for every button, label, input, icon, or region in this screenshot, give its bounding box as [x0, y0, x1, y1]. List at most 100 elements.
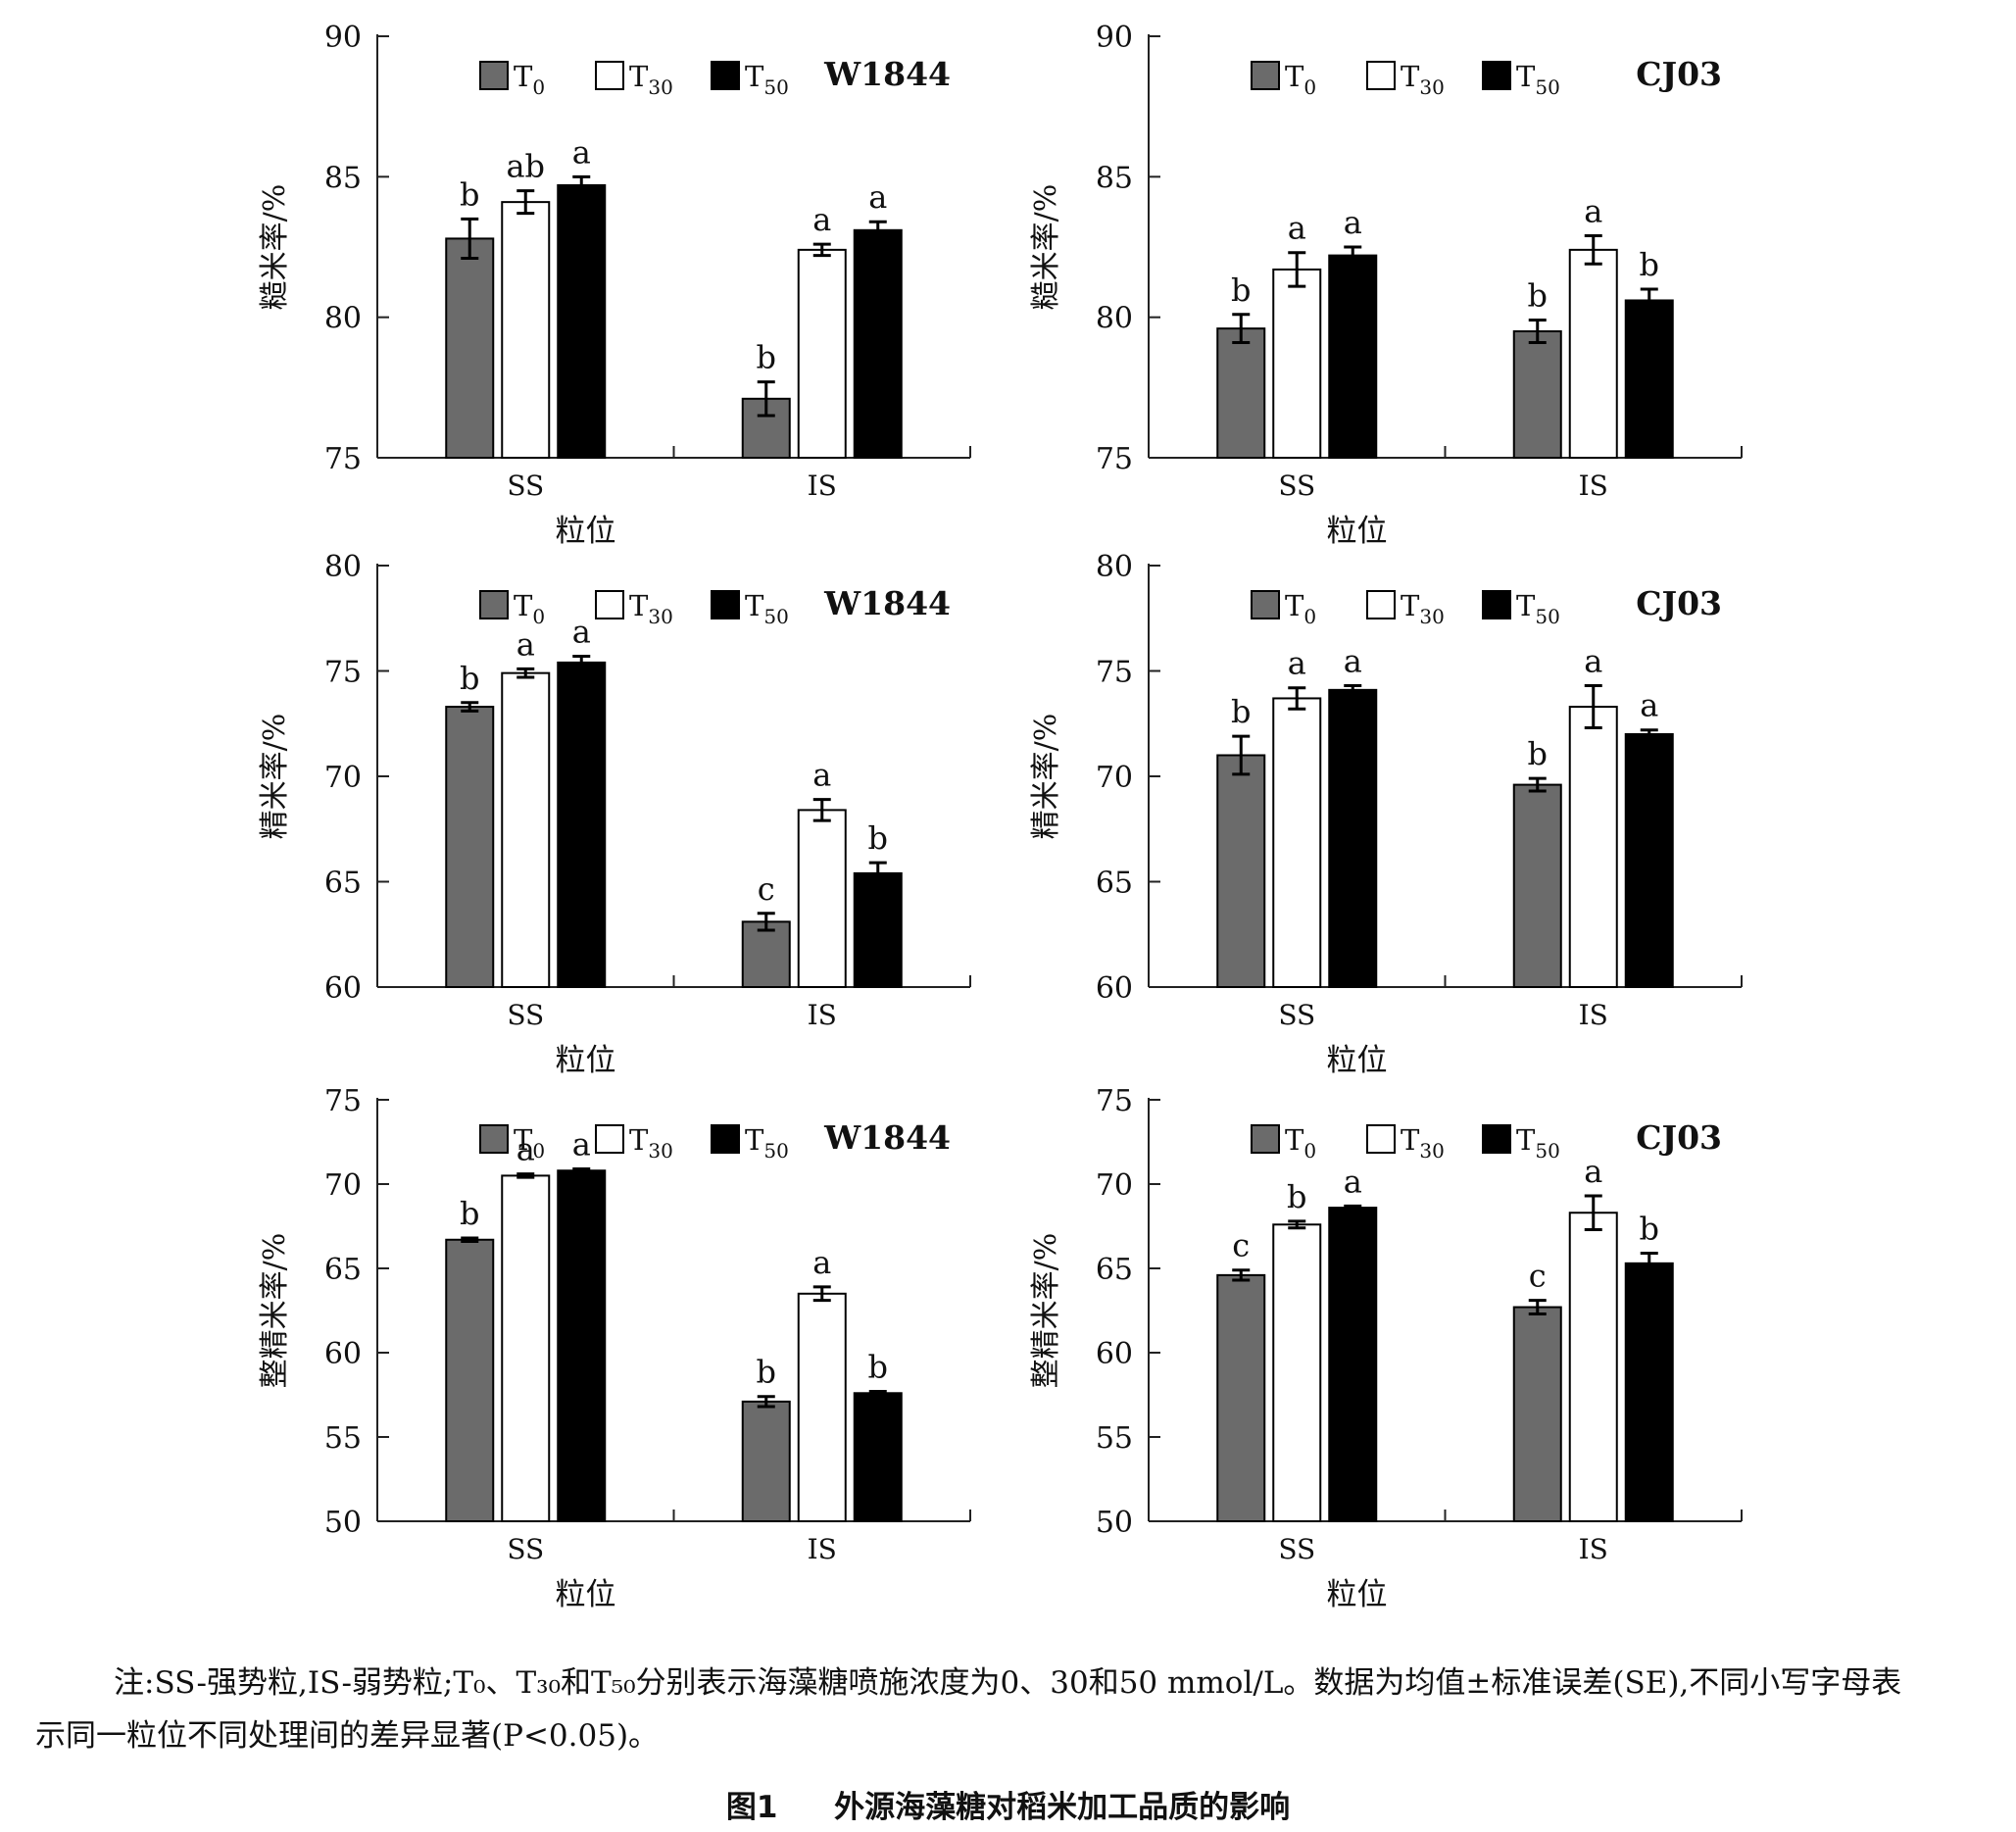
bar-T30-IS — [797, 809, 847, 989]
bar-T50-IS — [853, 871, 903, 989]
legend-label-T50: T50 — [1516, 1123, 1560, 1163]
y-axis-title: 糙米率/% — [1029, 184, 1063, 311]
bar-T30-SS — [501, 201, 551, 459]
bar-T50-SS — [557, 1169, 607, 1522]
significance-letter: a — [516, 625, 535, 663]
y-tick-label: 75 — [324, 656, 362, 690]
bar-T50-IS — [1624, 733, 1674, 988]
y-tick-label: 65 — [1096, 1253, 1133, 1287]
legend-swatch-T0 — [1251, 590, 1280, 619]
figure-number: 图1 — [725, 1790, 778, 1825]
bar-T30-SS — [1272, 268, 1322, 459]
significance-letter: a — [1344, 204, 1362, 241]
x-axis-title: 粒位 — [556, 514, 616, 549]
legend-label-T0: T0 — [514, 589, 545, 628]
y-tick-label: 60 — [324, 1337, 362, 1371]
y-tick-label: 70 — [324, 761, 362, 795]
significance-letter: b — [868, 819, 888, 857]
significance-letter: a — [868, 178, 887, 216]
bar-T0-IS — [741, 1400, 791, 1523]
legend-label-T50: T50 — [1516, 589, 1560, 628]
legend-swatch-T30 — [595, 590, 624, 619]
legend-swatch-T30 — [1366, 1124, 1396, 1154]
legend-label-T0: T0 — [1285, 1123, 1316, 1163]
significance-letter: a — [572, 613, 591, 650]
bar-T50-SS — [1328, 1207, 1378, 1522]
significance-letter: b — [868, 1349, 888, 1386]
x-axis-title: 粒位 — [1327, 1577, 1388, 1612]
y-tick-label: 90 — [1096, 21, 1133, 55]
figure-note: 注:SS-强势粒,IS-弱势粒;T₀、T₃₀和T₅₀分别表示海藻糖喷施浓度为0、… — [35, 1657, 1986, 1762]
significance-letter: a — [1288, 645, 1306, 682]
bar-T30-SS — [501, 671, 551, 989]
legend-label-T0: T0 — [1285, 60, 1316, 99]
y-axis-title: 精米率/% — [1029, 714, 1063, 840]
significance-letter: b — [460, 660, 479, 697]
note-line-2: 示同一粒位不同处理间的差异显著(P<0.05)。 — [35, 1718, 660, 1754]
y-tick-label: 50 — [1096, 1506, 1133, 1540]
x-tick-label-SS: SS — [1278, 1533, 1315, 1565]
legend-label-T30: T30 — [629, 1123, 673, 1163]
y-tick-label: 75 — [1096, 1084, 1133, 1118]
panel-label: W1844 — [823, 55, 951, 93]
significance-letter: b — [1231, 272, 1251, 309]
figure-caption: 图1 外源海藻糖对稻米加工品质的影响 — [0, 1782, 2016, 1826]
x-tick-label-IS: IS — [808, 999, 837, 1031]
legend-swatch-T30 — [595, 1124, 624, 1154]
bar-T0-SS — [1216, 327, 1266, 459]
y-axis-title: 整精米率/% — [258, 1233, 292, 1389]
legend-label-T30: T30 — [1401, 60, 1445, 99]
x-tick-label-SS: SS — [507, 999, 544, 1031]
y-tick-label: 80 — [324, 550, 362, 584]
y-tick-label: 75 — [1096, 656, 1133, 690]
legend-swatch-T30 — [1366, 590, 1396, 619]
legend-swatch-T50 — [1482, 1124, 1511, 1154]
significance-letter: a — [812, 1244, 831, 1281]
y-tick-label: 80 — [324, 302, 362, 336]
significance-letter: c — [1232, 1227, 1250, 1264]
significance-letter: b — [460, 175, 479, 213]
legend-swatch-T0 — [479, 61, 509, 90]
significance-letter: a — [1344, 1163, 1362, 1200]
significance-letter: a — [1584, 1153, 1602, 1190]
bar-T50-IS — [1624, 1262, 1674, 1522]
panel-label: W1844 — [823, 1118, 951, 1157]
significance-letter: b — [1640, 1211, 1659, 1248]
legend-label-T0: T0 — [514, 1123, 545, 1163]
legend-label-T50: T50 — [745, 589, 789, 628]
x-tick-label-IS: IS — [808, 470, 837, 502]
significance-letter: b — [1640, 246, 1659, 283]
bar-T30-IS — [797, 248, 847, 459]
y-tick-label: 90 — [324, 21, 362, 55]
y-tick-label: 70 — [1096, 761, 1133, 795]
significance-letter: c — [758, 870, 775, 908]
legend-swatch-T0 — [1251, 1124, 1280, 1154]
y-tick-label: 75 — [324, 1084, 362, 1118]
bar-T30-SS — [1272, 697, 1322, 988]
y-tick-label: 70 — [324, 1168, 362, 1203]
significance-letter: a — [1288, 210, 1306, 247]
y-tick-label: 65 — [1096, 866, 1133, 901]
legend-swatch-T50 — [711, 61, 740, 90]
y-tick-label: 75 — [324, 442, 362, 476]
significance-letter: a — [1584, 643, 1602, 680]
bar-T30-IS — [1568, 248, 1618, 459]
x-tick-label-IS: IS — [808, 1533, 837, 1565]
significance-letter: b — [1528, 735, 1548, 772]
significance-letter: a — [1344, 643, 1362, 680]
legend-swatch-T30 — [595, 61, 624, 90]
y-tick-label: 70 — [1096, 1168, 1133, 1203]
panel-label: W1844 — [823, 584, 951, 622]
bar-T0-SS — [1216, 1273, 1266, 1522]
x-axis-title: 粒位 — [556, 1577, 616, 1612]
bar-T30-SS — [501, 1174, 551, 1523]
significance-letter: ab — [506, 148, 545, 185]
y-tick-label: 75 — [1096, 442, 1133, 476]
legend-swatch-T50 — [711, 590, 740, 619]
legend-swatch-T0 — [1251, 61, 1280, 90]
bar-T0-IS — [741, 920, 791, 988]
y-tick-label: 80 — [1096, 550, 1133, 584]
x-axis-title: 粒位 — [1327, 1043, 1388, 1078]
x-tick-label-IS: IS — [1579, 470, 1608, 502]
